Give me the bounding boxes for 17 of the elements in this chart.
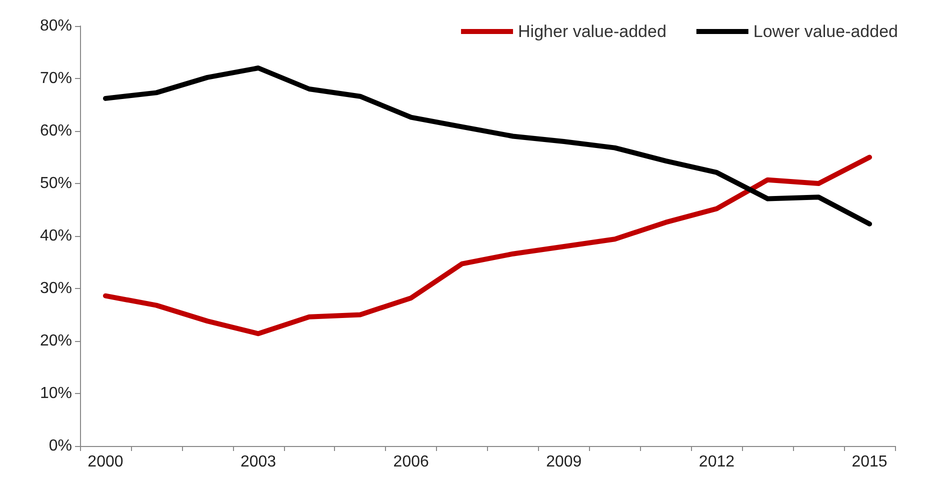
y-tick-label: 60%	[40, 122, 72, 140]
x-tick-label: 2015	[852, 454, 888, 470]
legend-label: Higher value-added	[518, 22, 666, 41]
y-tick-label: 50%	[40, 175, 72, 192]
x-tick-label: 2006	[393, 454, 429, 470]
y-tick-label: 80%	[40, 18, 72, 34]
x-tick-label: 2003	[240, 454, 276, 470]
legend-label: Lower value-added	[753, 22, 898, 41]
x-tick-label: 2012	[698, 454, 735, 470]
y-tick-label: 20%	[40, 332, 72, 350]
y-tick-label: 70%	[40, 70, 72, 87]
y-tick-label: 10%	[40, 385, 72, 402]
x-tick-label: 2009	[546, 454, 582, 470]
x-tick-label: 2000	[88, 454, 124, 470]
y-tick-label: 0%	[48, 438, 72, 454]
y-tick-label: 30%	[40, 280, 72, 297]
y-tick-label: 40%	[40, 228, 72, 244]
